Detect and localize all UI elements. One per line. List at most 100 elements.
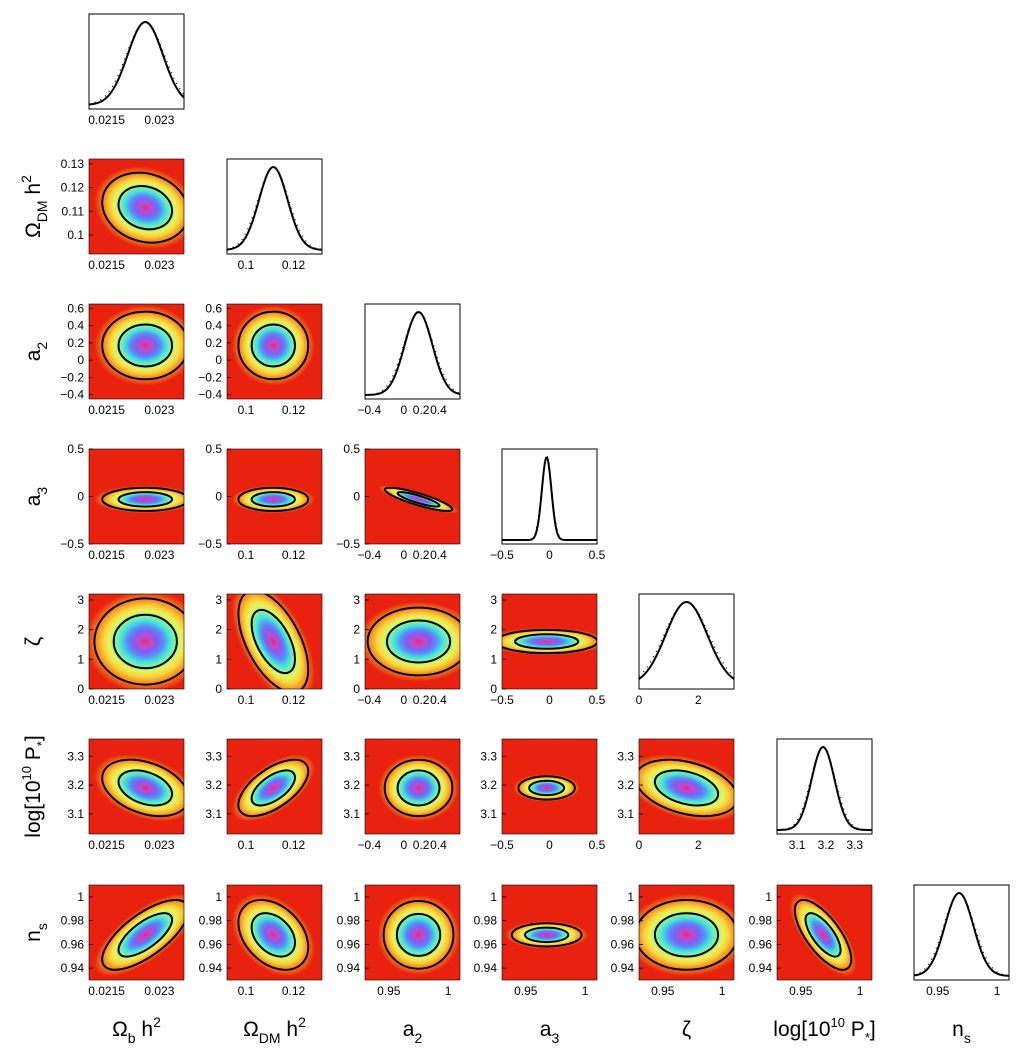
y-tick-label: 3	[77, 593, 84, 607]
y-tick-label: 0	[353, 490, 360, 504]
y-tick-label: 0.4	[205, 319, 222, 333]
contour-68	[117, 769, 174, 807]
y-tick-label: 0.96	[61, 937, 85, 951]
x-tick-label: 0	[401, 838, 408, 852]
panel-frame	[364, 593, 461, 690]
contour-95	[382, 900, 455, 970]
contour-68	[112, 613, 178, 670]
x-tick-label: 1	[582, 984, 589, 998]
y-tick-label: −0.2	[60, 370, 84, 384]
2d-panel-omega_b-ns: 0.94 0.96 0.98 1 0.0215 0.023	[61, 884, 185, 998]
contour-68	[250, 769, 296, 807]
marginal-panel-logP: 3.1 3.2 3.3	[776, 738, 873, 852]
contour-68	[396, 491, 441, 508]
x-tick-label: −0.4	[357, 548, 381, 562]
x-tick-label: 0.95	[377, 984, 401, 998]
y-tick-label: 0.98	[199, 914, 223, 928]
marginal-panel-a2: −0.4 0 0.2 0.4	[357, 303, 461, 417]
y-tick-label: 3.1	[67, 807, 84, 821]
x-tick-label: 1	[857, 984, 864, 998]
x-tick-label: 0.95	[926, 984, 950, 998]
x-tick-label: 0.5	[589, 693, 606, 707]
contour-95	[101, 898, 184, 971]
x-tick-label: −0.5	[490, 693, 514, 707]
panel-frame	[638, 738, 735, 835]
y-tick-label: 1	[627, 890, 634, 904]
contour-95	[237, 486, 310, 512]
contour-95	[101, 310, 184, 381]
y-tick-label: 0.98	[611, 914, 635, 928]
y-tick-label: 0	[77, 353, 84, 367]
y-tick-label: 0.94	[611, 961, 635, 975]
y-tick-label: 1	[215, 890, 222, 904]
y-tick-label: 0.96	[749, 937, 773, 951]
y-tick-label: −0.4	[60, 388, 84, 402]
panel-frame	[638, 884, 735, 981]
marginal-dotted-curve	[502, 455, 597, 541]
contour-95	[101, 758, 184, 818]
contour-95	[366, 606, 460, 677]
y-tick-label: 0.2	[67, 336, 84, 350]
y-tick-label: 0.4	[67, 319, 84, 333]
y-tick-label: 3.2	[205, 778, 222, 792]
contour-68	[385, 619, 452, 664]
y-tick-label: 3.1	[617, 807, 634, 821]
y-tick-label: 0.96	[199, 937, 223, 951]
2d-panel-a2-ns: 0.94 0.96 0.98 1 0.95 1	[337, 884, 461, 998]
2d-panel-omega_dm-a3: −0.5 0 0.5 0.1 0.12	[198, 442, 323, 562]
2d-panel-omega_dm-ns: 0.94 0.96 0.98 1 0.1 0.12	[199, 884, 323, 998]
y-tick-label: 1	[77, 890, 84, 904]
y-tick-label: 0.98	[474, 914, 498, 928]
2d-panel-a3-logP: 3.1 3.2 3.3 −0.5 0 0.5	[480, 738, 606, 852]
marginal-frame	[226, 158, 323, 255]
contour-95	[639, 758, 734, 818]
x-tick-label: 0.0215	[88, 693, 125, 707]
likelihood-heatmap	[378, 754, 459, 822]
x-tick-label: 1	[719, 984, 726, 998]
x-tick-label: 0.2	[413, 838, 430, 852]
y-tick-label: −0.5	[198, 537, 222, 551]
x-tick-label: 0.1	[238, 984, 255, 998]
y-tick-label: 0	[77, 490, 84, 504]
panel-frame	[88, 593, 185, 690]
contour-68	[250, 323, 296, 368]
contour-68	[653, 769, 720, 807]
contour-95	[510, 922, 583, 948]
y-tick-label: 0.6	[205, 301, 222, 315]
2d-panel-omega_b-logP: 3.1 3.2 3.3 0.0215 0.023	[67, 738, 185, 852]
y-tick-label: 0	[353, 682, 360, 696]
marginal-frame	[913, 884, 1010, 981]
y-tick-label: 0.96	[474, 937, 498, 951]
y-tick-label: 0.94	[474, 961, 498, 975]
y-tick-label: 0.98	[749, 914, 773, 928]
y-tick-label: 2	[77, 623, 84, 637]
y-tick-label: 0.94	[199, 961, 223, 975]
contour-95	[517, 775, 576, 801]
y-tick-label: 0.1	[67, 228, 84, 242]
contour-68	[250, 608, 296, 675]
2d-panel-a2-logP: 3.1 3.2 3.3 −0.4 0 0.2 0.4	[343, 738, 461, 852]
x-tick-label: 0.95	[651, 984, 675, 998]
likelihood-heatmap	[231, 893, 315, 977]
y-axis-label-logP: log[1010 P*]	[19, 735, 49, 837]
y-tick-label: 0	[215, 353, 222, 367]
x-axis-label-a3: a3	[540, 1018, 560, 1046]
y-tick-label: 3.2	[67, 778, 84, 792]
x-axis-label-a2: a2	[403, 1018, 423, 1046]
y-tick-label: 0.94	[337, 961, 361, 975]
x-tick-label: 0	[401, 548, 408, 562]
y-tick-label: 0.5	[205, 442, 222, 456]
x-tick-label: 0.0215	[88, 403, 125, 417]
y-tick-label: 3.2	[617, 778, 634, 792]
x-tick-label: 0.0215	[88, 548, 125, 562]
contour-95	[383, 758, 454, 818]
x-axis-label-zeta: ζ	[682, 1018, 691, 1041]
2d-panel-omega_dm-logP: 3.1 3.2 3.3 0.1 0.12	[205, 738, 323, 852]
marginal-panel-omega_dm: 0.1 0.12	[226, 158, 323, 272]
y-tick-label: 3.3	[205, 749, 222, 763]
x-tick-label: 3.3	[846, 838, 863, 852]
x-tick-label: 0	[636, 838, 643, 852]
x-tick-label: 3.2	[818, 838, 835, 852]
